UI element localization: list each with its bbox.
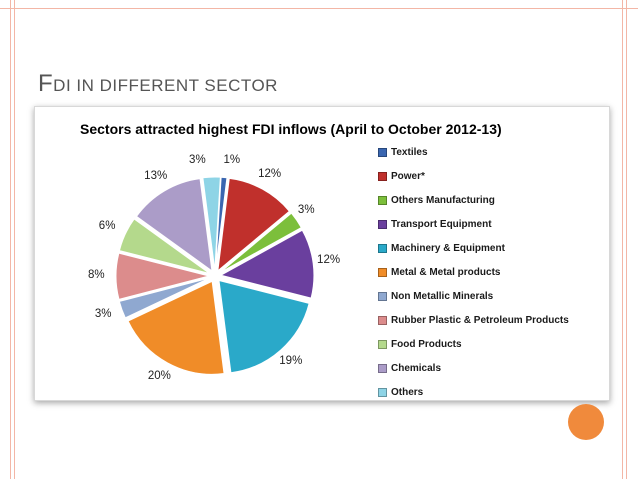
legend-label: Others <box>391 386 424 398</box>
legend-swatch <box>378 387 387 397</box>
legend-item: Chemicals <box>378 356 569 380</box>
pie-slice-label: 12% <box>317 254 341 267</box>
pie-slice-label: 3% <box>94 308 112 321</box>
legend-swatch <box>378 219 387 229</box>
legend-swatch <box>378 243 387 253</box>
legend-label: Power* <box>391 170 425 182</box>
pie-slice <box>202 176 221 271</box>
legend-item: Metal & Metal products <box>378 260 569 284</box>
slide-border-right-inner <box>622 0 623 479</box>
legend-label: Food Products <box>391 338 462 350</box>
pie-slice-label: 19% <box>279 355 303 368</box>
chart-legend: Textiles Power* Others Manufacturing Transp… <box>378 140 569 404</box>
legend-swatch <box>378 363 387 373</box>
pie-slice-label: 12% <box>258 168 282 181</box>
legend-label: Others Manufacturing <box>391 194 495 206</box>
pie-slice <box>135 178 213 272</box>
legend-label: Transport Equipment <box>391 218 492 230</box>
legend-item: Others Manufacturing <box>378 188 569 212</box>
legend-swatch <box>378 315 387 325</box>
pie-slice <box>219 229 315 299</box>
legend-label: Metal & Metal products <box>391 266 501 278</box>
legend-label: Textiles <box>391 146 428 158</box>
pie-slice-label: 1% <box>223 154 241 167</box>
legend-item: Transport Equipment <box>378 212 569 236</box>
pie-slice <box>218 279 310 374</box>
legend-label: Non Metallic Minerals <box>391 290 494 302</box>
legend-swatch <box>378 291 387 301</box>
slide-border-left <box>10 0 11 479</box>
pie-slice <box>115 252 210 301</box>
pie-slice <box>118 218 210 274</box>
slide-border-right <box>626 0 627 479</box>
legend-swatch <box>378 339 387 349</box>
pie-slice <box>215 176 228 271</box>
legend-swatch <box>378 195 387 205</box>
slide-title-initial: F <box>38 70 54 97</box>
legend-item: Food Products <box>378 332 569 356</box>
slide-title-rest: DI IN DIFFERENT SECTOR <box>53 76 278 95</box>
legend-item: Rubber Plastic & Petroleum Products <box>378 308 569 332</box>
legend-item: Others <box>378 380 569 404</box>
pie-slice-label: 8% <box>88 269 105 282</box>
legend-label: Machinery & Equipment <box>391 242 505 254</box>
slide-border-top <box>0 8 638 9</box>
chart-title: Sectors attracted highest FDI inflows (A… <box>80 121 502 137</box>
slide-border-left-inner <box>14 0 15 479</box>
legend-label: Chemicals <box>391 362 442 374</box>
pie-slice <box>127 280 225 375</box>
legend-swatch <box>378 267 387 277</box>
pie-slice <box>219 212 303 274</box>
legend-item: Non Metallic Minerals <box>378 284 569 308</box>
decorative-orange-circle <box>568 404 604 440</box>
pie-slice-label: 3% <box>189 154 206 167</box>
legend-swatch <box>378 147 387 157</box>
pie-slice <box>118 277 210 319</box>
pie-slice-label: 3% <box>297 204 315 217</box>
pie-slice <box>217 177 291 272</box>
legend-swatch <box>378 171 387 181</box>
pie-slice-label: 6% <box>98 220 116 233</box>
legend-item: Power* <box>378 164 569 188</box>
pie-slice-label: 13% <box>144 170 168 183</box>
legend-item: Machinery & Equipment <box>378 236 569 260</box>
legend-item: Textiles <box>378 140 569 164</box>
slide-title: FDI IN DIFFERENT SECTOR <box>38 70 278 98</box>
pie-slice-label: 20% <box>147 369 171 382</box>
legend-label: Rubber Plastic & Petroleum Products <box>391 314 569 326</box>
